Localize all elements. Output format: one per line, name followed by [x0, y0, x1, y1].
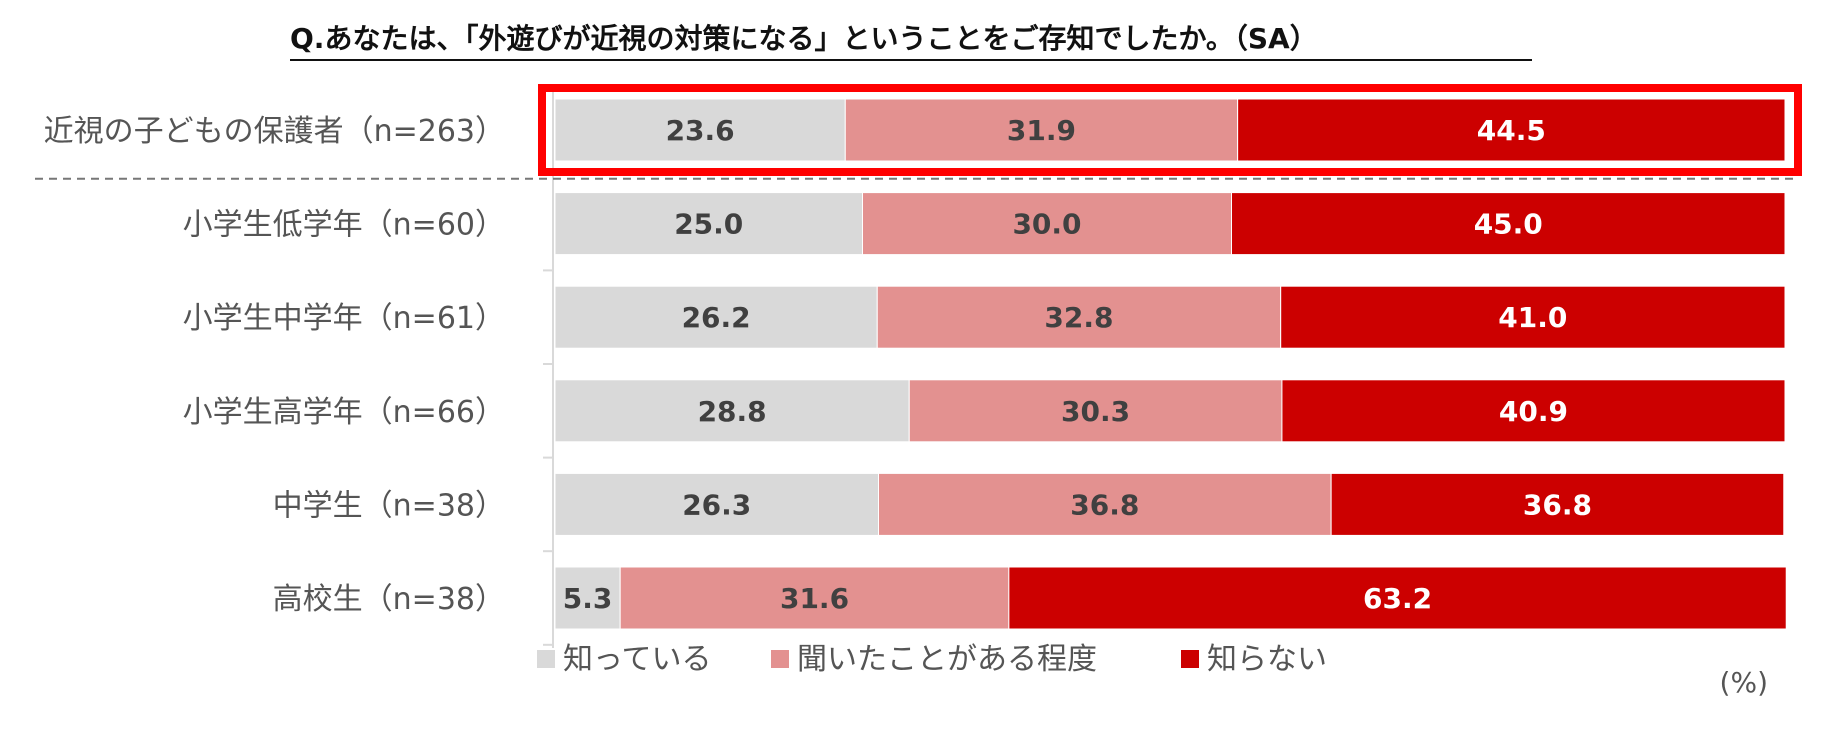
data-label: 36.8 — [1070, 488, 1139, 521]
bar-segment — [862, 192, 1232, 256]
legend-entry: 知っている — [563, 642, 712, 677]
data-label: 26.2 — [682, 301, 751, 334]
bar-segment — [1281, 379, 1786, 443]
bar-segment — [908, 379, 1283, 443]
bar-segment — [1280, 285, 1786, 349]
bar-segment — [554, 379, 910, 443]
legend-swatch — [771, 650, 789, 668]
chart-title: Q.あなたは、「外遊びが近視の対策になる」ということをご存知でしたか。（SA） — [290, 22, 1318, 55]
bar-segment — [619, 566, 1010, 630]
data-label: 26.3 — [682, 488, 751, 521]
data-label: 5.3 — [563, 582, 613, 615]
data-label: 28.8 — [698, 395, 767, 428]
bar-segment — [1231, 192, 1786, 256]
data-label: 23.6 — [666, 114, 735, 147]
data-label: 36.8 — [1523, 488, 1592, 521]
unit-label: (%) — [1720, 666, 1768, 699]
data-label: 44.5 — [1477, 114, 1546, 147]
data-label: 40.9 — [1499, 395, 1568, 428]
category-label: 高校生（n=38） — [273, 582, 505, 617]
data-label: 30.0 — [1012, 208, 1081, 241]
data-label: 45.0 — [1474, 208, 1543, 241]
bar-segment — [1237, 98, 1786, 162]
legend-entry: 聞いたことがある程度 — [797, 642, 1097, 677]
data-label: 32.8 — [1044, 301, 1113, 334]
data-label: 31.6 — [780, 582, 849, 615]
category-label: 中学生（n=38） — [273, 488, 505, 523]
data-label: 25.0 — [674, 208, 743, 241]
bar-segment — [554, 192, 863, 256]
bar-segment — [554, 472, 879, 536]
legend-swatch — [1181, 650, 1199, 668]
legend-swatch — [537, 650, 555, 668]
data-label: 30.3 — [1061, 395, 1130, 428]
bar-segment — [844, 98, 1239, 162]
highlight-frame — [538, 84, 1802, 176]
bar-segment — [1330, 472, 1785, 536]
legend-entry: 知らない — [1207, 642, 1327, 677]
bar-segment — [876, 285, 1282, 349]
category-label: 小学生中学年（n=61） — [183, 301, 505, 336]
category-label: 小学生低学年（n=60） — [183, 208, 505, 243]
bar-segment — [554, 98, 846, 162]
data-label: 41.0 — [1498, 301, 1567, 334]
data-label: 63.2 — [1363, 582, 1432, 615]
bar-segment — [1008, 566, 1787, 630]
category-label: 小学生高学年（n=66） — [183, 395, 505, 430]
category-label: 近視の子どもの保護者（n=263） — [44, 114, 505, 149]
data-label: 31.9 — [1007, 114, 1076, 147]
